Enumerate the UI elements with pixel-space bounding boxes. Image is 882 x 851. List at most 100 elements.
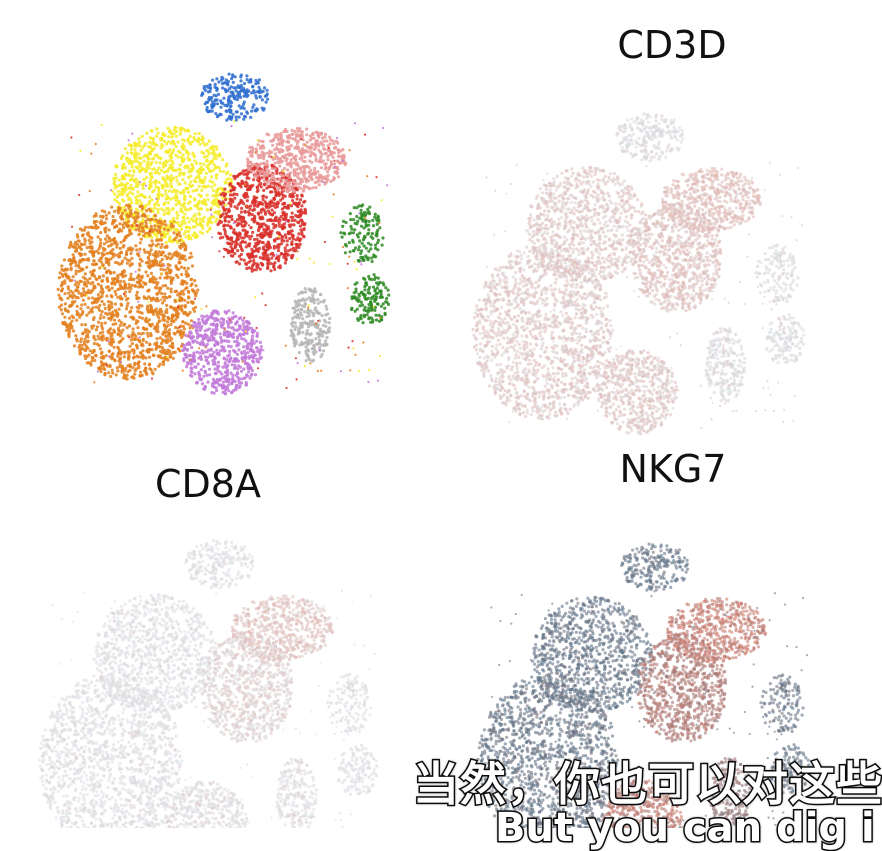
cell-point xyxy=(271,167,274,170)
cell-point xyxy=(133,373,136,376)
cell-point xyxy=(213,183,216,186)
cell-point xyxy=(87,297,90,300)
cell-point xyxy=(264,249,267,252)
cell-point xyxy=(275,146,278,149)
cell-point xyxy=(287,154,290,157)
cell-point xyxy=(111,287,114,290)
cell-point xyxy=(235,115,238,118)
cell-point xyxy=(207,152,210,155)
cell-point xyxy=(195,381,198,384)
cell-point xyxy=(286,185,289,188)
cell-point xyxy=(111,313,114,316)
cell-point xyxy=(127,187,130,190)
cell-point xyxy=(278,217,281,220)
cell-point xyxy=(192,225,195,228)
cell-point xyxy=(116,209,119,212)
cell-point xyxy=(133,338,136,341)
cell-point xyxy=(304,287,307,290)
cell-point xyxy=(182,344,185,347)
cell-point xyxy=(183,195,186,198)
cell-point xyxy=(139,355,142,358)
cell-point xyxy=(262,349,264,351)
cell-point xyxy=(131,133,133,135)
cell-point xyxy=(200,189,203,192)
cell-point xyxy=(269,201,272,204)
cell-point xyxy=(357,248,360,251)
cell-point xyxy=(192,215,195,218)
cell-point xyxy=(69,262,72,265)
cell-point xyxy=(81,310,84,313)
cell-point xyxy=(106,278,109,281)
cell-point xyxy=(201,181,204,184)
cell-point xyxy=(190,375,193,378)
cell-point xyxy=(172,225,175,228)
cell-point xyxy=(241,377,244,380)
cell-point xyxy=(190,278,193,281)
cell-point xyxy=(227,251,230,254)
cell-point xyxy=(102,274,105,277)
cell-point xyxy=(237,364,240,367)
cell-point xyxy=(369,247,372,250)
cell-point xyxy=(234,322,237,325)
cell-point xyxy=(184,230,187,233)
cell-point xyxy=(129,229,132,232)
cell-point xyxy=(243,210,246,213)
cell-point xyxy=(194,306,197,309)
cell-point xyxy=(113,346,116,349)
cell-point xyxy=(220,101,223,104)
cell-point xyxy=(310,323,313,326)
cell-point xyxy=(101,327,104,330)
cell-point xyxy=(170,323,173,326)
cell-point xyxy=(318,160,321,163)
cell-point xyxy=(233,205,236,208)
cell-point xyxy=(93,342,96,345)
cell-point xyxy=(301,159,304,162)
cell-point xyxy=(178,172,181,175)
cell-point xyxy=(153,214,156,217)
cell-point xyxy=(126,193,129,196)
cell-point xyxy=(186,217,189,220)
cell-point xyxy=(175,196,178,199)
cell-point xyxy=(293,190,296,193)
cell-point xyxy=(229,182,232,185)
cell-point xyxy=(201,135,204,138)
cell-point xyxy=(129,144,132,147)
cell-point xyxy=(120,303,123,306)
cell-point xyxy=(373,309,376,312)
cell-point xyxy=(122,239,125,242)
cell-point xyxy=(206,106,209,109)
cell-point xyxy=(198,172,201,175)
cell-point xyxy=(163,265,165,267)
cell-point xyxy=(230,116,233,119)
cell-point xyxy=(156,246,158,248)
cell-point xyxy=(181,297,184,300)
cell-point xyxy=(270,183,273,186)
cell-point xyxy=(156,322,159,325)
cell-point xyxy=(163,292,166,295)
cell-point xyxy=(100,335,103,338)
cell-point xyxy=(167,207,170,210)
cell-point xyxy=(130,306,133,309)
cell-point xyxy=(246,78,249,81)
cell-point xyxy=(323,136,326,139)
cell-point xyxy=(172,207,175,210)
cell-point xyxy=(90,240,93,243)
cell-point xyxy=(259,256,262,259)
cell-point xyxy=(308,358,311,361)
cell-point xyxy=(145,132,148,135)
cell-point xyxy=(83,342,86,345)
cell-point xyxy=(128,169,131,172)
cell-point xyxy=(245,110,248,113)
cell-point xyxy=(213,102,216,105)
cell-point xyxy=(249,154,252,157)
cell-point xyxy=(283,184,286,187)
cell-point xyxy=(226,83,229,86)
cell-point xyxy=(233,232,236,235)
cell-point xyxy=(250,327,253,330)
cell-point xyxy=(204,346,206,348)
cell-point xyxy=(367,381,369,383)
cell-point xyxy=(181,304,184,307)
cell-point xyxy=(191,282,194,285)
cell-point xyxy=(121,187,124,190)
cell-point xyxy=(229,372,232,375)
